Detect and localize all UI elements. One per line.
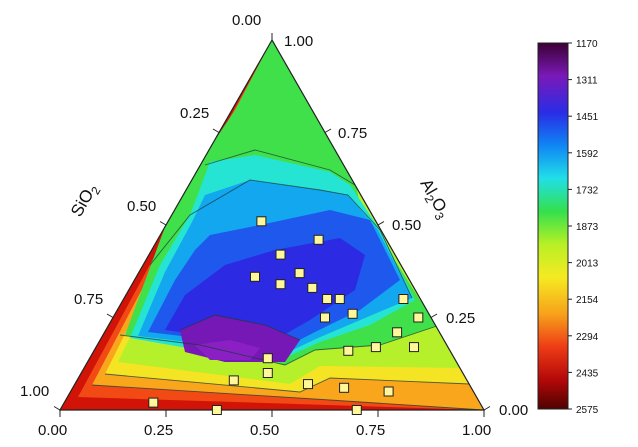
- bottom-tick-0: 0.00: [38, 422, 67, 439]
- data-point-6: [334, 294, 345, 304]
- right-tick-2: 0.50: [392, 217, 421, 234]
- data-point-19: [303, 379, 313, 390]
- right-axis-label: Al2O3: [414, 176, 454, 223]
- colorbar-tick-10: 2575: [576, 405, 599, 416]
- colorbar-ticks: 1170 1311 1451 1592 1732 1873 2013 2154 2294 2435…: [568, 39, 599, 416]
- data-point-16: [339, 382, 350, 393]
- data-point-21: [343, 345, 354, 356]
- colorbar-tick-9: 2435: [576, 368, 599, 379]
- data-points: [148, 216, 424, 415]
- data-point-25: [383, 386, 394, 397]
- data-point-13: [392, 327, 403, 338]
- data-point-24: [211, 405, 222, 415]
- colorbar-tick-2: 1451: [576, 112, 599, 123]
- data-point-8: [313, 234, 324, 245]
- data-point-20: [370, 342, 381, 353]
- data-point-10: [320, 312, 330, 323]
- data-point-3: [275, 249, 286, 260]
- data-point-23: [148, 397, 159, 408]
- colorbar-tick-0: 1170: [576, 39, 598, 50]
- right-tick-1: 0.75: [338, 125, 367, 142]
- left-axis-label: SiO2: [67, 180, 104, 222]
- right-tick-0: 1.00: [284, 33, 313, 50]
- right-tick-4: 0.00: [499, 402, 528, 419]
- colorbar-tick-7: 2154: [576, 295, 599, 306]
- left-tick-4: 1.00: [20, 383, 49, 400]
- left-tick-0: 0.00: [232, 12, 261, 29]
- colorbar-tick-3: 1592: [576, 149, 599, 160]
- bottom-tick-4: 1.00: [462, 422, 491, 439]
- right-tick-3: 0.25: [446, 310, 475, 327]
- data-point-22: [228, 375, 239, 386]
- left-tick-2: 0.50: [127, 198, 156, 215]
- contour-map: [60, 40, 484, 410]
- data-point-14: [409, 342, 419, 353]
- bottom-tick-3: 0.75: [356, 422, 385, 439]
- data-point-7: [322, 294, 333, 304]
- colorbar-tick-6: 2013: [576, 259, 599, 270]
- left-tick-1: 0.25: [180, 105, 209, 122]
- data-point-2: [256, 216, 267, 227]
- colorbar-tick-4: 1732: [576, 185, 599, 196]
- data-point-9: [347, 308, 358, 319]
- colorbar-tick-5: 1873: [576, 222, 599, 233]
- tick-marks: [53, 33, 491, 417]
- data-point-0: [250, 271, 260, 282]
- contour-lines: [91, 149, 484, 410]
- colorbar-tick-1: 1311: [576, 76, 598, 87]
- colorbar: [537, 42, 569, 410]
- colorbar-tick-8: 2294: [576, 332, 599, 343]
- bottom-tick-1: 0.25: [144, 422, 173, 439]
- bottom-tick-2: 0.50: [250, 422, 279, 439]
- data-point-12: [413, 312, 424, 323]
- data-point-1: [275, 279, 286, 290]
- data-point-18: [262, 353, 273, 364]
- data-point-17: [351, 405, 362, 415]
- data-point-11: [398, 294, 409, 304]
- data-point-5: [307, 282, 318, 293]
- data-point-15: [262, 368, 273, 378]
- data-point-4: [294, 268, 305, 279]
- left-tick-3: 0.75: [74, 291, 103, 308]
